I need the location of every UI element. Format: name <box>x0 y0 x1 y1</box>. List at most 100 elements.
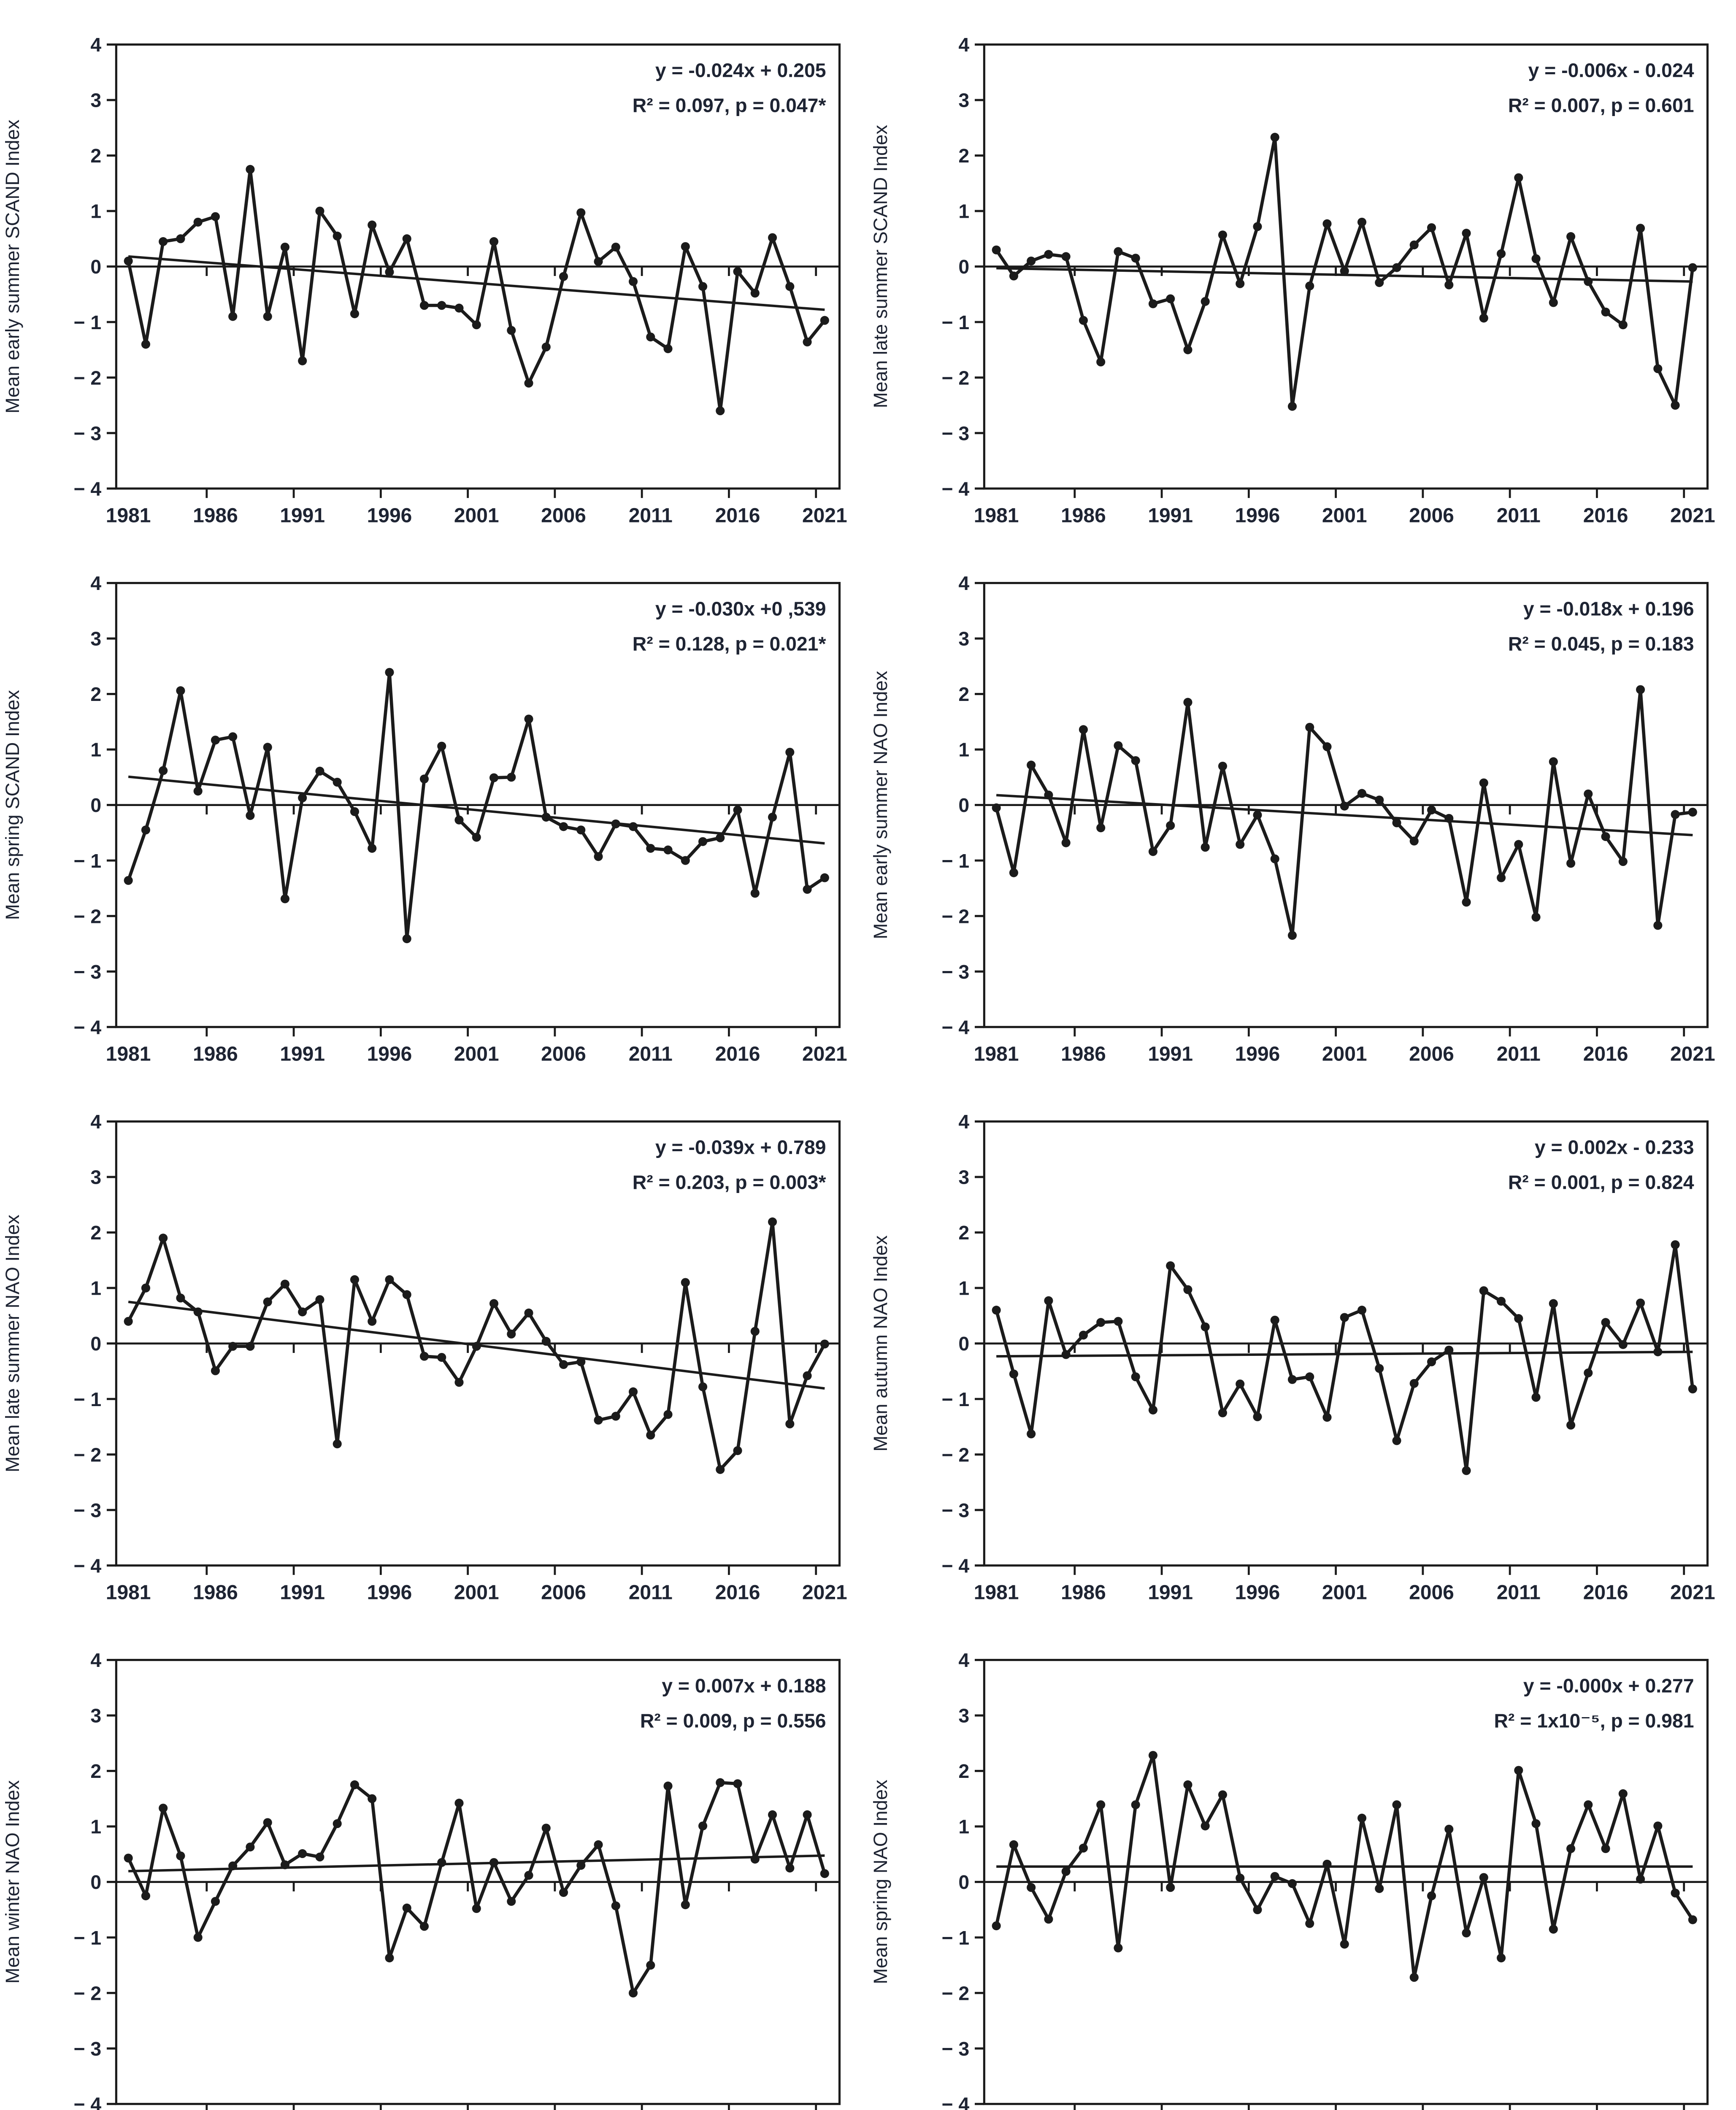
data-point <box>681 1900 690 1910</box>
data-point <box>437 1858 446 1867</box>
data-point <box>1201 843 1210 852</box>
data-point <box>1236 1379 1245 1389</box>
data-point <box>803 885 812 894</box>
data-point <box>698 837 708 846</box>
series-line <box>995 1243 1695 1472</box>
data-point <box>472 1342 481 1351</box>
data-point <box>820 316 829 325</box>
data-point <box>228 732 238 741</box>
y-tick-label: 3 <box>958 628 969 650</box>
y-tick-label: 0 <box>958 1871 969 1893</box>
x-tick-label: 1991 <box>1148 1043 1193 1066</box>
data-point <box>1236 1873 1245 1883</box>
data-point <box>663 1781 673 1791</box>
chart-panel-early-summer-nao-index: 4 3 2 1 0 − 1 − 2 − 3 − 4 1981 1986 1991 1996 2001 200… <box>868 538 1736 1077</box>
data-point <box>1096 357 1106 367</box>
data-point <box>1183 1285 1192 1294</box>
data-point <box>368 1794 377 1803</box>
data-point <box>1183 345 1192 354</box>
data-point <box>1009 1369 1018 1379</box>
data-point <box>1392 818 1401 828</box>
data-point <box>1305 1919 1314 1928</box>
data-point <box>541 1823 551 1833</box>
data-point <box>1462 1466 1471 1475</box>
data-point <box>541 812 551 822</box>
x-tick-label: 1996 <box>367 1043 412 1066</box>
data-point <box>559 1888 568 1897</box>
data-point <box>437 1353 446 1362</box>
data-point <box>1253 222 1262 231</box>
y-tick-label: − 4 <box>73 1016 101 1038</box>
data-point <box>1601 307 1610 316</box>
data-point <box>1322 742 1332 752</box>
y-axis-title: Mean late summer NAO Index <box>2 1215 23 1472</box>
x-tick-label: 2006 <box>1409 1043 1454 1066</box>
data-point <box>333 231 342 241</box>
data-point <box>280 242 289 252</box>
data-point <box>315 206 324 216</box>
data-point <box>280 894 289 904</box>
data-point <box>1427 223 1436 233</box>
data-point <box>489 1858 499 1867</box>
data-point <box>350 1275 360 1284</box>
data-point <box>211 212 220 221</box>
data-point <box>402 1290 411 1299</box>
stats-text: R² = 1x10⁻⁵, p = 0.981 <box>1494 1710 1694 1731</box>
data-point <box>1270 854 1279 863</box>
data-point <box>176 1851 185 1861</box>
data-point <box>1340 266 1349 276</box>
data-point <box>1427 805 1436 814</box>
y-tick-label: − 2 <box>73 367 101 389</box>
y-tick-label: 2 <box>958 1222 969 1244</box>
data-point <box>454 1378 464 1387</box>
stats-text: R² = 0.007, p = 0.601 <box>1508 94 1694 116</box>
y-tick-label: − 2 <box>73 905 101 927</box>
data-point <box>1409 1973 1419 1982</box>
y-tick-label: 0 <box>90 794 101 816</box>
data-point <box>559 272 568 281</box>
x-tick-label: 2011 <box>629 1582 673 1604</box>
data-point <box>1009 271 1018 281</box>
y-tick-label: 4 <box>90 1111 101 1133</box>
y-tick-label: 1 <box>90 200 101 222</box>
data-point <box>1305 722 1314 732</box>
data-point <box>1375 278 1384 287</box>
data-point <box>1636 685 1645 694</box>
data-point <box>402 234 411 243</box>
y-tick-label: 3 <box>958 1166 969 1188</box>
data-point <box>1444 1825 1454 1834</box>
data-point <box>1340 801 1349 811</box>
data-point <box>646 332 655 342</box>
data-point <box>628 822 638 831</box>
x-tick-label: 1996 <box>1235 1043 1280 1066</box>
data-point <box>1375 1364 1384 1373</box>
data-point <box>524 379 533 388</box>
data-point <box>507 1329 516 1339</box>
data-point <box>419 301 429 310</box>
data-point <box>228 1342 238 1351</box>
equation-text: y = -0.030x +0 ,539 <box>655 598 826 619</box>
x-tick-label: 1991 <box>1148 1582 1193 1604</box>
data-point <box>1496 1953 1506 1963</box>
data-point <box>750 889 760 898</box>
data-point <box>1148 1405 1157 1415</box>
y-tick-label: 3 <box>90 1166 101 1188</box>
data-point <box>992 803 1001 812</box>
data-point <box>611 242 620 252</box>
y-tick-label: 4 <box>958 572 969 594</box>
data-point <box>507 1897 516 1906</box>
data-point <box>1653 1347 1663 1356</box>
data-point <box>211 1897 220 1906</box>
data-point <box>1340 1313 1349 1322</box>
data-point <box>681 1278 690 1287</box>
x-tick-label: 2006 <box>541 1043 586 1066</box>
y-tick-label: − 3 <box>73 961 101 983</box>
data-point <box>1375 1884 1384 1893</box>
x-tick-label: 2006 <box>1409 1582 1454 1604</box>
x-tick-label: 2006 <box>541 1582 586 1604</box>
data-point <box>1236 840 1245 849</box>
data-point <box>176 234 185 243</box>
data-point <box>1322 1859 1332 1869</box>
data-point <box>768 812 777 822</box>
